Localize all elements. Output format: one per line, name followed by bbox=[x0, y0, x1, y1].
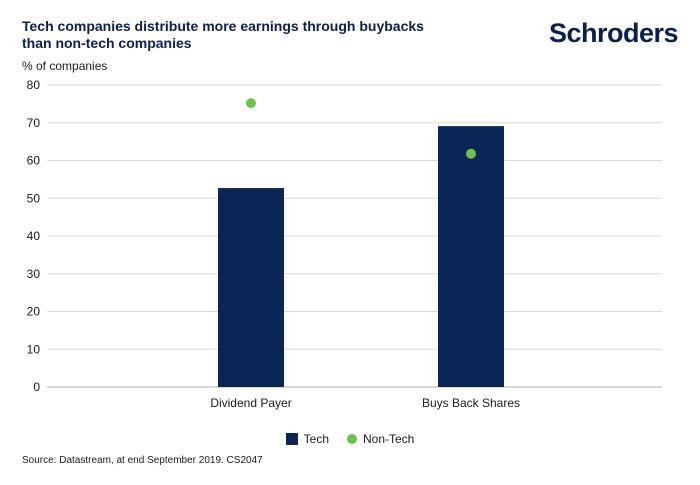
y-tick-0: 0 bbox=[33, 380, 40, 394]
source-note: Source: Datastream, at end September 201… bbox=[22, 455, 263, 466]
tech-swatch bbox=[285, 433, 298, 445]
legend-label-non-tech: Non-Tech bbox=[363, 432, 415, 446]
dot-non-tech-0 bbox=[246, 98, 256, 109]
non-tech-dots bbox=[246, 98, 476, 159]
gridlines bbox=[47, 84, 662, 388]
y-tick-40: 40 bbox=[27, 229, 41, 243]
y-tick-70: 70 bbox=[27, 116, 41, 130]
schroders-logo: Schroders bbox=[548, 18, 679, 48]
x-tick-1: Buys Back Shares bbox=[422, 396, 520, 410]
y-tick-labels: 0 10 20 30 40 50 60 70 80 bbox=[27, 78, 41, 394]
legend-label-tech: Tech bbox=[303, 432, 329, 446]
y-tick-30: 30 bbox=[27, 267, 41, 281]
y-tick-80: 80 bbox=[27, 78, 41, 92]
y-tick-60: 60 bbox=[27, 154, 41, 168]
legend: Tech Non-Tech bbox=[0, 432, 700, 446]
y-tick-10: 10 bbox=[27, 342, 41, 356]
tech-bars bbox=[218, 126, 504, 388]
x-tick-0: Dividend Payer bbox=[210, 396, 291, 410]
dot-non-tech-1 bbox=[466, 148, 476, 159]
y-axis-label: % of companies bbox=[22, 59, 108, 73]
x-tick-labels: Dividend Payer Buys Back Shares bbox=[210, 396, 520, 410]
bar-tech-1 bbox=[438, 126, 504, 388]
legend-item-non-tech: Non-Tech bbox=[347, 432, 414, 446]
chart-title: Tech companies distribute more earnings … bbox=[22, 18, 424, 51]
non-tech-swatch bbox=[347, 434, 357, 444]
bar-tech-0 bbox=[218, 188, 284, 387]
legend-item-tech: Tech bbox=[285, 432, 329, 446]
y-tick-50: 50 bbox=[27, 191, 41, 205]
y-tick-20: 20 bbox=[27, 305, 41, 319]
